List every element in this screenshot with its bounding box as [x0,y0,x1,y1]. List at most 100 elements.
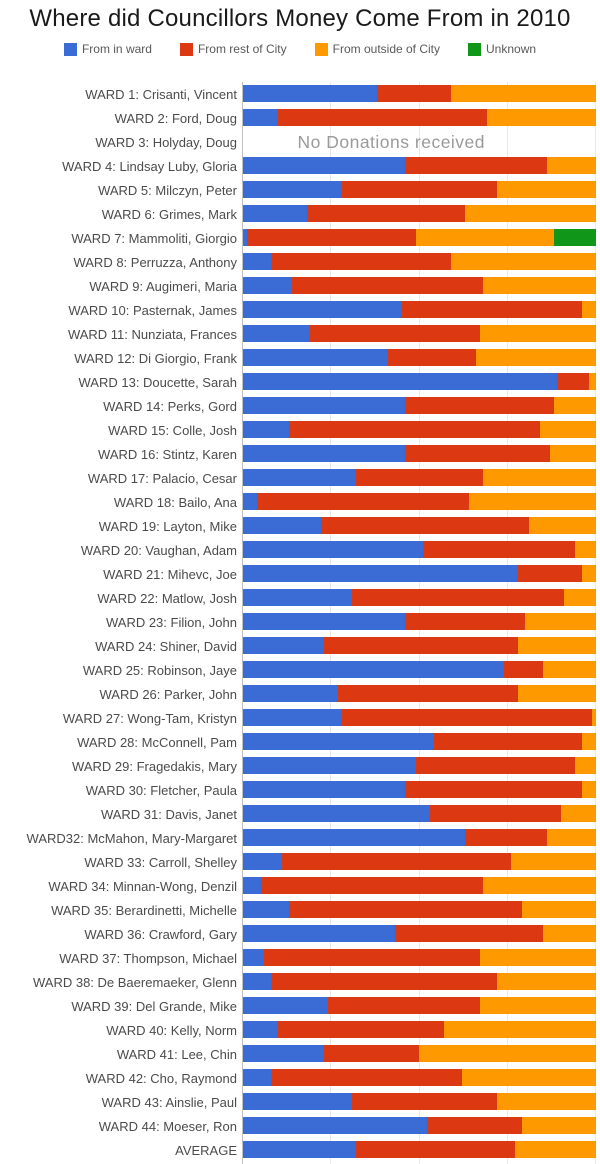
bar-segment-in_ward[interactable] [243,853,282,870]
bar-segment-rest_of_city[interactable] [257,493,469,510]
bar-segment-in_ward[interactable] [243,637,325,654]
bar-segment-in_ward[interactable] [243,661,505,678]
bar-segment-rest_of_city[interactable] [405,613,526,630]
bar-segment-in_ward[interactable] [243,613,406,630]
bar-segment-rest_of_city[interactable] [306,205,466,222]
bar-segment-in_ward[interactable] [243,733,434,750]
bar-segment-in_ward[interactable] [243,349,388,366]
bar-segment-in_ward[interactable] [243,373,558,390]
bar-segment-in_ward[interactable] [243,997,328,1014]
bar-segment-rest_of_city[interactable] [504,661,544,678]
bar-segment-outside_city[interactable] [521,1117,596,1134]
bar-segment-outside_city[interactable] [419,1045,596,1062]
bar-segment-rest_of_city[interactable] [288,901,522,918]
bar-segment-outside_city[interactable] [539,421,596,438]
bar-segment-rest_of_city[interactable] [292,277,484,294]
bar-segment-outside_city[interactable] [451,253,596,270]
bar-segment-in_ward[interactable] [243,157,406,174]
bar-segment-in_ward[interactable] [243,397,406,414]
bar-segment-in_ward[interactable] [243,301,402,318]
bar-segment-outside_city[interactable] [564,589,596,606]
bar-segment-rest_of_city[interactable] [260,877,484,894]
bar-segment-rest_of_city[interactable] [278,109,487,126]
bar-segment-in_ward[interactable] [243,1021,279,1038]
bar-segment-rest_of_city[interactable] [320,517,529,534]
bar-segment-rest_of_city[interactable] [264,949,480,966]
bar-segment-outside_city[interactable] [581,733,596,750]
bar-segment-rest_of_city[interactable] [341,709,593,726]
bar-segment-rest_of_city[interactable] [324,1045,420,1062]
bar-segment-in_ward[interactable] [243,757,416,774]
bar-segment-outside_city[interactable] [588,373,596,390]
bar-segment-rest_of_city[interactable] [405,157,547,174]
bar-segment-outside_city[interactable] [525,613,596,630]
legend-item-unknown[interactable]: Unknown [468,42,536,56]
bar-segment-rest_of_city[interactable] [415,757,575,774]
bar-segment-outside_city[interactable] [560,805,596,822]
bar-segment-outside_city[interactable] [528,517,596,534]
bar-segment-in_ward[interactable] [243,805,431,822]
bar-segment-in_ward[interactable] [243,205,307,222]
bar-segment-outside_city[interactable] [518,637,596,654]
bar-segment-unknown[interactable] [553,229,596,246]
bar-segment-outside_city[interactable] [497,1093,596,1110]
bar-segment-outside_city[interactable] [444,1021,596,1038]
bar-segment-in_ward[interactable] [243,1045,325,1062]
bar-segment-in_ward[interactable] [243,565,519,582]
bar-segment-rest_of_city[interactable] [278,1021,445,1038]
bar-segment-rest_of_city[interactable] [465,829,547,846]
bar-segment-outside_city[interactable] [581,301,596,318]
bar-segment-in_ward[interactable] [243,517,321,534]
bar-segment-rest_of_city[interactable] [433,733,582,750]
bar-segment-outside_city[interactable] [486,109,596,126]
bar-segment-outside_city[interactable] [465,205,596,222]
bar-segment-rest_of_city[interactable] [271,253,452,270]
bar-segment-outside_city[interactable] [574,541,596,558]
bar-segment-outside_city[interactable] [461,1069,596,1086]
bar-segment-rest_of_city[interactable] [281,853,512,870]
bar-segment-outside_city[interactable] [479,949,596,966]
bar-segment-in_ward[interactable] [243,493,258,510]
bar-segment-outside_city[interactable] [497,973,596,990]
bar-segment-in_ward[interactable] [243,1093,353,1110]
bar-segment-rest_of_city[interactable] [557,373,589,390]
bar-segment-outside_city[interactable] [550,445,596,462]
bar-segment-rest_of_city[interactable] [355,1141,515,1158]
bar-segment-in_ward[interactable] [243,181,342,198]
bar-segment-outside_city[interactable] [475,349,596,366]
bar-segment-rest_of_city[interactable] [355,469,484,486]
bar-segment-in_ward[interactable] [243,253,272,270]
bar-segment-rest_of_city[interactable] [352,589,565,606]
bar-segment-rest_of_city[interactable] [271,973,498,990]
bar-segment-in_ward[interactable] [243,709,342,726]
bar-segment-rest_of_city[interactable] [405,445,551,462]
bar-segment-rest_of_city[interactable] [387,349,476,366]
bar-segment-in_ward[interactable] [243,925,395,942]
bar-segment-in_ward[interactable] [243,421,289,438]
bar-segment-in_ward[interactable] [243,1069,272,1086]
bar-segment-outside_city[interactable] [574,757,596,774]
bar-segment-in_ward[interactable] [243,469,356,486]
legend-item-outside_city[interactable]: From outside of City [314,42,440,56]
bar-segment-outside_city[interactable] [543,661,596,678]
bar-segment-outside_city[interactable] [497,181,596,198]
bar-segment-in_ward[interactable] [243,685,339,702]
bar-segment-in_ward[interactable] [243,781,406,798]
bar-segment-outside_city[interactable] [483,277,596,294]
bar-segment-outside_city[interactable] [581,565,596,582]
bar-segment-in_ward[interactable] [243,901,289,918]
bar-segment-in_ward[interactable] [243,541,424,558]
bar-segment-rest_of_city[interactable] [310,325,480,342]
bar-segment-outside_city[interactable] [543,925,596,942]
bar-segment-rest_of_city[interactable] [518,565,582,582]
bar-segment-outside_city[interactable] [483,469,596,486]
bar-segment-in_ward[interactable] [243,1141,356,1158]
bar-segment-in_ward[interactable] [243,229,247,246]
bar-segment-outside_city[interactable] [546,829,596,846]
legend-item-rest_of_city[interactable]: From rest of City [179,42,287,56]
bar-segment-rest_of_city[interactable] [324,637,519,654]
bar-segment-in_ward[interactable] [243,973,272,990]
bar-segment-in_ward[interactable] [243,109,279,126]
bar-segment-in_ward[interactable] [243,325,311,342]
bar-segment-in_ward[interactable] [243,829,466,846]
